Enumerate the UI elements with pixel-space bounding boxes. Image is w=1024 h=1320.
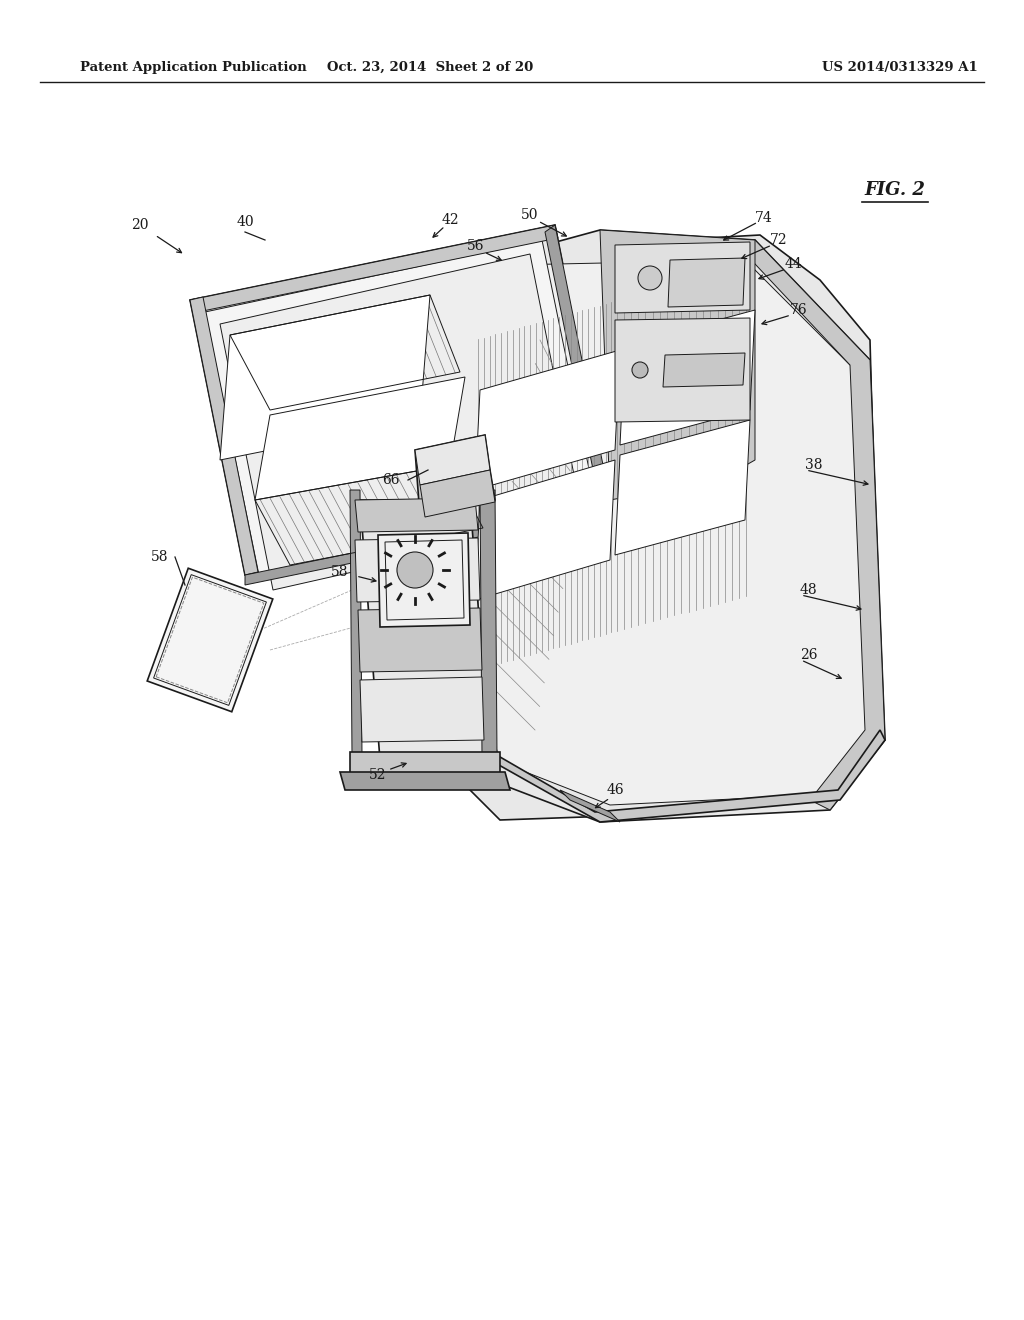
Polygon shape <box>220 294 430 459</box>
Polygon shape <box>190 224 558 313</box>
Text: 58: 58 <box>331 565 348 579</box>
Polygon shape <box>740 240 885 810</box>
Text: 74: 74 <box>755 211 773 224</box>
Polygon shape <box>245 500 610 585</box>
Polygon shape <box>420 470 495 517</box>
Polygon shape <box>475 350 620 490</box>
Polygon shape <box>350 490 362 755</box>
Polygon shape <box>455 230 885 822</box>
Text: FIG. 2: FIG. 2 <box>864 181 926 199</box>
Polygon shape <box>355 539 480 602</box>
Polygon shape <box>475 459 615 601</box>
Text: 48: 48 <box>800 583 817 597</box>
Polygon shape <box>358 609 482 672</box>
Polygon shape <box>600 230 755 500</box>
Polygon shape <box>205 240 597 579</box>
Polygon shape <box>220 253 583 590</box>
Text: 20: 20 <box>131 218 148 232</box>
Text: Oct. 23, 2014  Sheet 2 of 20: Oct. 23, 2014 Sheet 2 of 20 <box>327 61 534 74</box>
Text: 56: 56 <box>467 239 484 253</box>
Text: 58: 58 <box>151 550 168 564</box>
Polygon shape <box>615 318 750 422</box>
Polygon shape <box>360 677 484 742</box>
Polygon shape <box>415 436 490 484</box>
Polygon shape <box>340 772 510 789</box>
Polygon shape <box>560 789 620 822</box>
Polygon shape <box>355 498 478 532</box>
Text: 52: 52 <box>370 768 387 781</box>
Polygon shape <box>360 500 490 760</box>
Text: 50: 50 <box>521 209 539 222</box>
Text: Patent Application Publication: Patent Application Publication <box>80 61 307 74</box>
Polygon shape <box>663 352 745 387</box>
Circle shape <box>397 552 433 587</box>
Polygon shape <box>190 297 258 576</box>
Polygon shape <box>480 490 497 755</box>
Text: 40: 40 <box>237 215 254 228</box>
Text: US 2014/0313329 A1: US 2014/0313329 A1 <box>822 61 978 74</box>
Text: 66: 66 <box>383 473 400 487</box>
Text: 72: 72 <box>770 234 787 247</box>
Polygon shape <box>190 224 610 576</box>
Circle shape <box>387 543 443 598</box>
Polygon shape <box>255 378 465 500</box>
Circle shape <box>638 267 662 290</box>
Polygon shape <box>350 752 500 775</box>
Polygon shape <box>545 224 610 504</box>
Polygon shape <box>378 533 470 627</box>
Polygon shape <box>470 260 870 805</box>
Text: 42: 42 <box>441 213 459 227</box>
Polygon shape <box>615 420 750 554</box>
Polygon shape <box>415 436 495 517</box>
Polygon shape <box>147 568 272 711</box>
Text: 38: 38 <box>805 458 822 473</box>
Polygon shape <box>488 730 885 822</box>
Text: 46: 46 <box>606 783 624 797</box>
Polygon shape <box>615 242 750 313</box>
Text: 44: 44 <box>785 257 803 271</box>
Text: 26: 26 <box>800 648 817 663</box>
Polygon shape <box>668 257 745 308</box>
Polygon shape <box>620 310 755 445</box>
Circle shape <box>632 362 648 378</box>
Text: 76: 76 <box>790 304 808 317</box>
Polygon shape <box>430 235 880 820</box>
